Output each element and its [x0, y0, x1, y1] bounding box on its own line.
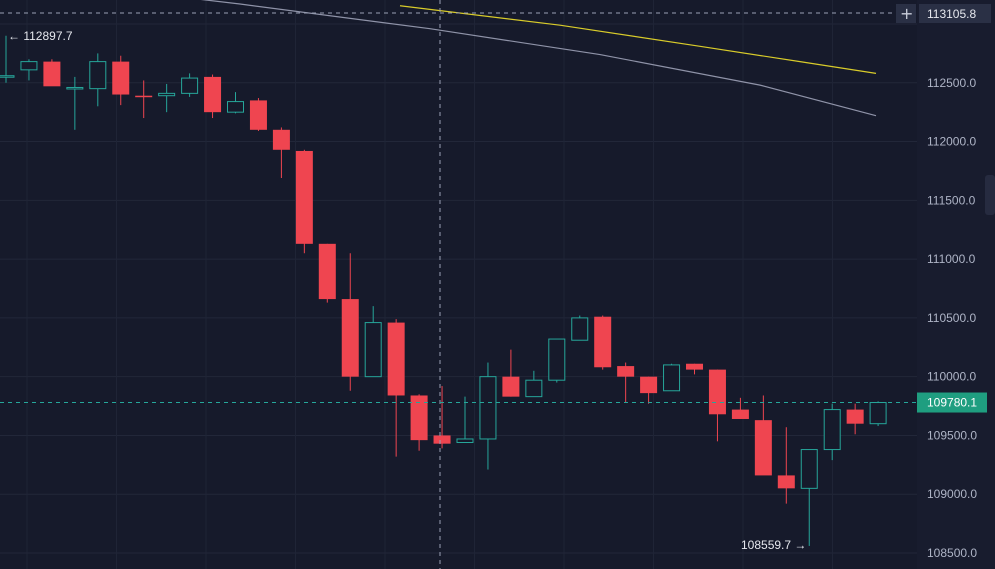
candle-body-down[interactable]: [731, 409, 749, 419]
candle-body-up[interactable]: [525, 379, 543, 398]
y-tick-label: 111000.0: [927, 252, 976, 266]
candle-body-up[interactable]: [548, 338, 566, 381]
candle-body-up[interactable]: [181, 77, 199, 94]
candle-body-down[interactable]: [640, 376, 658, 394]
candle-body-up[interactable]: [66, 86, 84, 90]
candle-body-down[interactable]: [43, 61, 61, 87]
candle-body-down[interactable]: [135, 95, 153, 98]
candle-body-down[interactable]: [410, 395, 428, 441]
candle-body-down[interactable]: [341, 299, 359, 377]
crosshair-price-tag: [919, 4, 991, 23]
last-price-label: 109780.1: [927, 396, 977, 410]
scroll-handle[interactable]: [985, 175, 995, 215]
y-tick-label: 110500.0: [927, 311, 976, 325]
y-tick-label: 111500.0: [927, 193, 976, 207]
candle-body-down[interactable]: [617, 366, 635, 377]
crosshair-price-label: 113105.8: [927, 7, 976, 21]
candle-body-up[interactable]: [800, 449, 818, 489]
candle-body-up[interactable]: [158, 92, 176, 97]
candle-body-up[interactable]: [364, 322, 382, 378]
y-tick-label: 109000.0: [927, 487, 977, 501]
candle-body-down[interactable]: [777, 475, 795, 489]
y-tick-label: 112000.0: [927, 135, 976, 149]
candle-body-down[interactable]: [708, 369, 726, 415]
candle-body-down[interactable]: [295, 150, 313, 244]
plus-icon: +: [900, 4, 913, 23]
candle-body-up[interactable]: [89, 61, 107, 90]
candle-body-down[interactable]: [249, 100, 267, 130]
candle-body-up[interactable]: [20, 61, 38, 71]
candle-body-up[interactable]: [823, 409, 841, 451]
y-tick-label: 108500.0: [927, 546, 977, 560]
candle-body-down[interactable]: [112, 61, 130, 95]
high-marker-label: ← 112897.7: [8, 29, 73, 43]
candle-body-down[interactable]: [433, 435, 451, 444]
candle-body-down[interactable]: [502, 376, 520, 397]
low-marker-label: 108559.7 →: [741, 538, 806, 552]
candle-body-up[interactable]: [479, 376, 497, 440]
y-tick-label: 112500.0: [927, 76, 976, 90]
candle-body-up[interactable]: [456, 438, 474, 443]
candle-body-down[interactable]: [594, 316, 612, 368]
y-tick-label: 110000.0: [927, 370, 976, 384]
candle-body-down[interactable]: [686, 363, 703, 370]
candle-body-up[interactable]: [571, 317, 589, 341]
y-tick-label: 109500.0: [927, 428, 977, 442]
candle-body-down[interactable]: [387, 322, 405, 396]
candle-body-up[interactable]: [227, 101, 244, 113]
candle-body-up[interactable]: [663, 364, 681, 392]
last-price-tag: [917, 392, 987, 413]
ma-slow-line: [200, 0, 877, 117]
price-axis-background: [917, 0, 995, 569]
candle-body-down[interactable]: [272, 129, 290, 150]
ma-fast-line: [399, 5, 877, 74]
add-alert-button[interactable]: [896, 4, 916, 23]
candle-body-up[interactable]: [0, 75, 15, 78]
candle-body-down[interactable]: [754, 420, 772, 476]
candle-body-down[interactable]: [846, 409, 864, 424]
candle-body-up[interactable]: [869, 402, 887, 425]
candle-body-down[interactable]: [318, 243, 336, 300]
candle-body-down[interactable]: [204, 76, 222, 113]
